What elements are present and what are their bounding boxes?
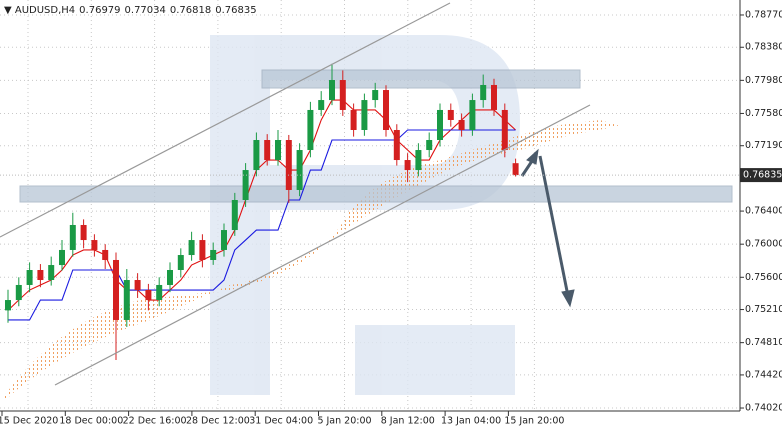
low: 0.76818 bbox=[170, 5, 211, 16]
candle-body bbox=[80, 224, 87, 241]
candle-body bbox=[393, 129, 400, 161]
candle-body bbox=[177, 255, 184, 271]
y-tick-label: 0.74810 bbox=[745, 337, 782, 348]
channel-upper bbox=[0, 2, 451, 238]
y-tick-label: 0.78770 bbox=[745, 9, 782, 20]
candle-body bbox=[404, 160, 411, 171]
candle-body bbox=[501, 109, 508, 151]
y-tick-label: 0.75210 bbox=[745, 304, 782, 315]
candle-body bbox=[221, 230, 227, 250]
candle-body bbox=[167, 270, 173, 285]
candle-body bbox=[91, 240, 98, 250]
support-zone bbox=[19, 185, 733, 203]
channel-lower bbox=[54, 104, 591, 386]
candle-body bbox=[102, 249, 109, 260]
x-tick-label: 28 Dec 12:00 bbox=[186, 416, 250, 427]
candle-body bbox=[123, 280, 130, 320]
candle-body bbox=[480, 84, 487, 101]
x-tick-label: 8 Jan 12:00 bbox=[381, 416, 435, 427]
symbol: AUDUSD,H4 bbox=[15, 5, 75, 16]
high: 0.77034 bbox=[125, 5, 166, 16]
candle-body bbox=[113, 259, 119, 320]
candle-body bbox=[145, 290, 152, 301]
x-tick-label: 13 Jan 04:00 bbox=[441, 416, 501, 427]
x-tick-label: 15 Dec 2020 bbox=[0, 416, 58, 427]
candle-body bbox=[458, 119, 465, 130]
candle-body bbox=[37, 270, 44, 281]
candle-body bbox=[307, 109, 314, 151]
y-tick-label: 0.74420 bbox=[745, 369, 782, 380]
candle-body bbox=[296, 150, 303, 190]
candle-body bbox=[491, 84, 497, 110]
close: 0.76835 bbox=[215, 5, 256, 16]
candle-body bbox=[415, 150, 422, 171]
candle-body bbox=[253, 140, 260, 171]
x-tick-label: 22 Dec 16:00 bbox=[123, 416, 187, 427]
candle-body bbox=[339, 80, 346, 110]
y-tick-label: 0.75600 bbox=[745, 272, 782, 283]
candle-body bbox=[242, 170, 249, 200]
candle-body bbox=[264, 140, 271, 161]
candle-body bbox=[437, 109, 443, 141]
forecast-arrows bbox=[520, 148, 575, 308]
header-arrow: ▼ bbox=[4, 5, 15, 16]
y-tick-label: 0.76400 bbox=[745, 206, 782, 217]
candle-body bbox=[361, 100, 368, 130]
candle-body bbox=[15, 284, 22, 301]
y-tick-label: 0.77980 bbox=[745, 75, 782, 86]
candle-body bbox=[372, 90, 379, 101]
candle-body bbox=[512, 163, 519, 176]
x-tick-label: 5 Jan 20:00 bbox=[317, 416, 371, 427]
candle-body bbox=[26, 270, 33, 285]
current-price-box bbox=[740, 168, 782, 183]
candle-body bbox=[285, 140, 292, 190]
candle-body bbox=[199, 240, 206, 260]
candle-body bbox=[188, 240, 195, 256]
candle-body bbox=[383, 90, 389, 130]
candle-body bbox=[48, 265, 55, 281]
candle-body bbox=[350, 109, 357, 130]
x-tick-label: 15 Jan 20:00 bbox=[504, 416, 564, 427]
indicator-line bbox=[8, 129, 516, 321]
candle-body bbox=[426, 140, 433, 151]
candle-body bbox=[5, 300, 11, 311]
current-price-label: 0.76835 bbox=[743, 170, 782, 181]
candle-body bbox=[156, 284, 163, 301]
resistance-zone bbox=[261, 69, 581, 89]
candle-body bbox=[210, 249, 217, 260]
open: 0.76979 bbox=[79, 5, 120, 16]
candle-body bbox=[134, 280, 141, 291]
candle-body bbox=[469, 100, 476, 130]
x-tick-label: 31 Dec 04:00 bbox=[249, 416, 313, 427]
y-tick-label: 0.74020 bbox=[745, 403, 782, 414]
candle-body bbox=[69, 224, 76, 250]
y-tick-label: 0.77190 bbox=[745, 140, 782, 151]
candle-body bbox=[231, 199, 238, 231]
y-tick-label: 0.78380 bbox=[745, 42, 782, 53]
candle-body bbox=[329, 80, 335, 101]
candle-body bbox=[275, 140, 281, 161]
header: ▼ AUDUSD,H4 0.76979 0.77034 0.76818 0.76835 bbox=[4, 5, 257, 16]
y-tick-label: 0.77580 bbox=[745, 108, 782, 119]
candle-body bbox=[59, 249, 65, 266]
y-tick-label: 0.76000 bbox=[745, 239, 782, 250]
x-tick-label: 18 Dec 00:00 bbox=[59, 416, 123, 427]
candle-body bbox=[447, 109, 454, 120]
candle-body bbox=[318, 100, 325, 110]
